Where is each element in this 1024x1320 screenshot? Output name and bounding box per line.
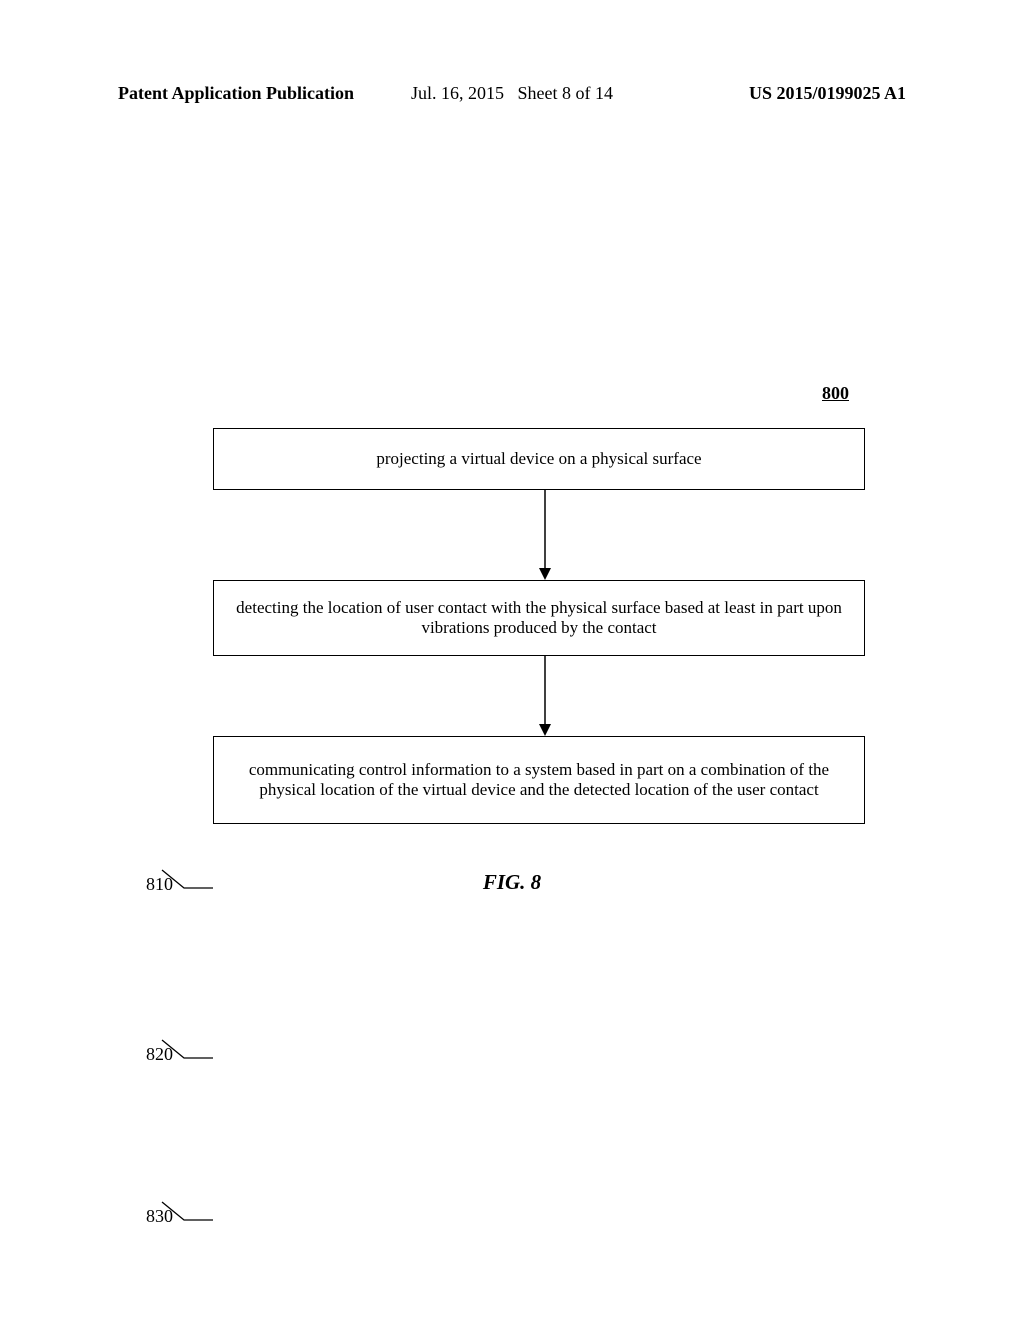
step-text-810: projecting a virtual device on a physica… (376, 449, 701, 469)
figure-caption: FIG. 8 (483, 870, 541, 895)
step-row-810: projecting a virtual device on a physica… (0, 428, 1024, 490)
header-pubnum: US 2015/0199025 A1 (749, 83, 906, 104)
connector-line-830 (160, 1200, 220, 1260)
step-box-810: projecting a virtual device on a physica… (213, 428, 865, 490)
flowchart-container: 810 projecting a virtual device on a phy… (0, 428, 1024, 824)
arrow-810-820 (0, 490, 1024, 580)
figure-reference-number: 800 (822, 383, 849, 404)
connector-line-810 (160, 868, 220, 928)
step-row-820: detecting the location of user contact w… (0, 580, 1024, 656)
arrow-down-icon (535, 656, 555, 736)
arrow-down-icon (535, 490, 555, 580)
step-box-820: detecting the location of user contact w… (213, 580, 865, 656)
header-date: Jul. 16, 2015 (411, 83, 504, 103)
page-header: Patent Application Publication Jul. 16, … (0, 83, 1024, 104)
step-text-830: communicating control information to a s… (234, 760, 844, 800)
step-box-830: communicating control information to a s… (213, 736, 865, 824)
header-center-info: Jul. 16, 2015 Sheet 8 of 14 (411, 83, 613, 104)
arrow-820-830 (0, 656, 1024, 736)
step-text-820: detecting the location of user contact w… (234, 598, 844, 638)
header-publication-type: Patent Application Publication (118, 83, 354, 104)
connector-line-820 (160, 1038, 220, 1098)
step-row-830: communicating control information to a s… (0, 736, 1024, 824)
header-sheet: Sheet 8 of 14 (518, 83, 613, 103)
